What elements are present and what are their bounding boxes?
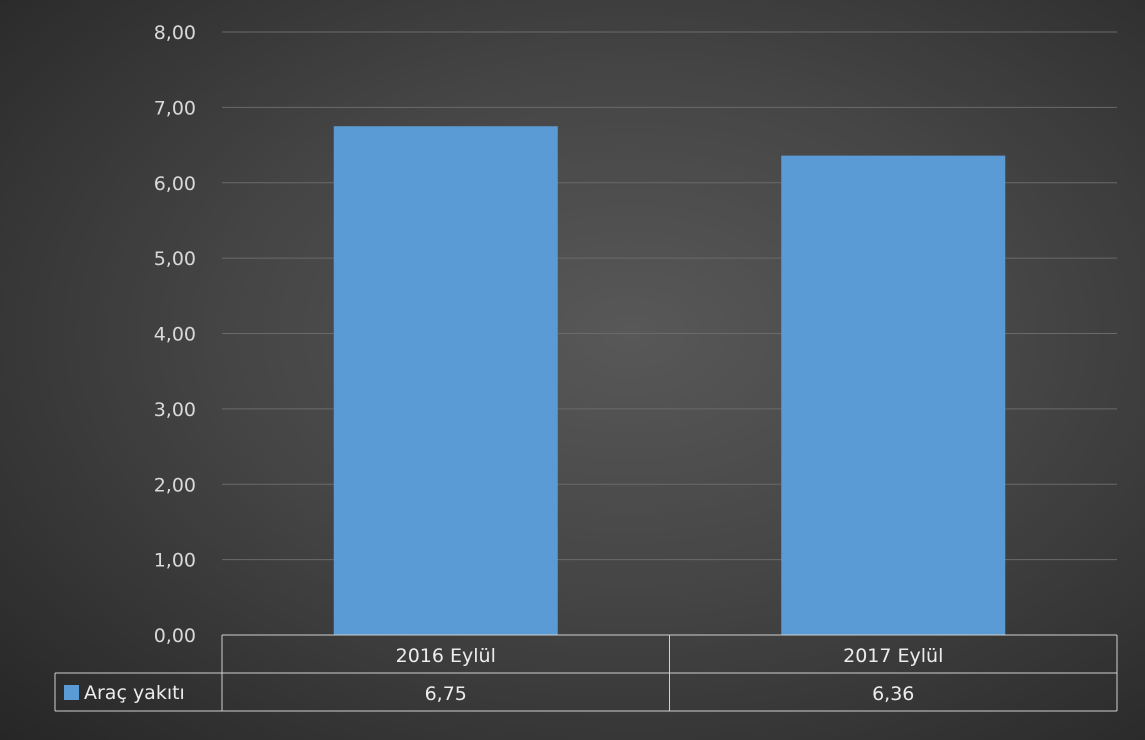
bars [333, 126, 1006, 636]
y-tick-label: 1,00 [154, 550, 196, 572]
y-tick-label: 5,00 [154, 248, 196, 270]
legend-label: Araç yakıtı [84, 682, 185, 704]
y-tick-label: 3,00 [154, 399, 196, 421]
y-axis-tick-labels: 0,00 1,00 2,00 3,00 4,00 5,00 6,00 7,00 8,00 [154, 22, 196, 647]
y-tick-label: 7,00 [154, 97, 196, 119]
y-tick-label: 0,00 [154, 625, 196, 647]
category-label: 2017 Eylül [843, 645, 943, 667]
category-label: 2016 Eylül [396, 645, 496, 667]
y-tick-label: 4,00 [154, 324, 196, 346]
data-label: 6,75 [425, 683, 467, 705]
bar-2 [781, 155, 1006, 636]
y-tick-label: 8,00 [154, 22, 196, 44]
bar-1 [333, 126, 558, 635]
data-label: 6,36 [872, 683, 914, 705]
legend-swatch [64, 685, 79, 700]
data-table: 2016 Eylül 2017 Eylül Araç yakıtı 6,75 6,36 [54, 634, 1118, 712]
y-tick-label: 6,00 [154, 173, 196, 195]
y-tick-label: 2,00 [154, 474, 196, 496]
